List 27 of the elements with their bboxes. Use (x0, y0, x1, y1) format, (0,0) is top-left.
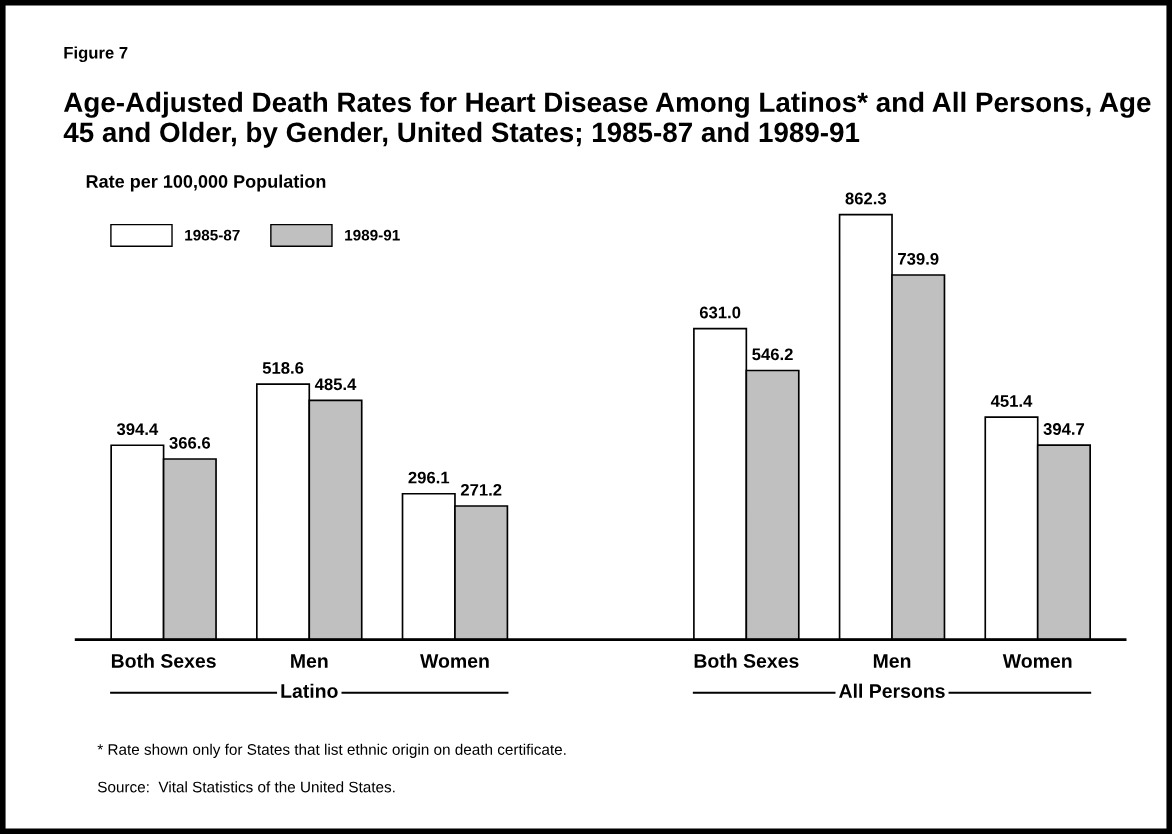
legend-label: 1989-91 (345, 229, 400, 241)
data-label: 518.6 (262, 362, 304, 374)
data-label: 485.4 (314, 378, 357, 391)
x-tick-label: Men (291, 654, 328, 668)
x-tick-label: Women (420, 654, 489, 668)
chart-title: Age-Adjusted Death Rates for Heart Disease Among Latinos* and All Persons, Age 45 and Older, by Gender, United States; 1985-87 and 1989-91 (63, 91, 1151, 148)
text: * Rate shown only for States that list ethnic origin on death certificate. (97, 743, 566, 758)
caption: Figure 7 (64, 46, 128, 63)
x-tick-label: Women (1002, 654, 1072, 668)
data-label: 366.6 (169, 436, 211, 449)
data-label: 862.3 (845, 192, 887, 205)
data-label: 296.1 (408, 471, 450, 484)
legend-label: 1985-87 (185, 229, 240, 241)
y-axis-title: Rate per 100,000 Population (86, 174, 326, 192)
text: Latino (281, 683, 338, 698)
data-label: 451.4 (990, 395, 1033, 407)
data-label: 271.2 (460, 483, 502, 496)
data-label: 546.2 (752, 348, 793, 361)
x-tick-label: Men (873, 654, 911, 668)
data-label: 394.4 (116, 423, 159, 436)
x-tick-label: Both Sexes (694, 653, 799, 668)
text: All Persons (839, 683, 945, 698)
data-label: 631.0 (699, 306, 741, 319)
data-label: 739.9 (898, 252, 939, 265)
x-tick-label: Both Sexes (111, 653, 216, 668)
source-note: Source: Vital Statistics of the United States. (97, 781, 395, 793)
data-label: 394.7 (1043, 423, 1085, 435)
